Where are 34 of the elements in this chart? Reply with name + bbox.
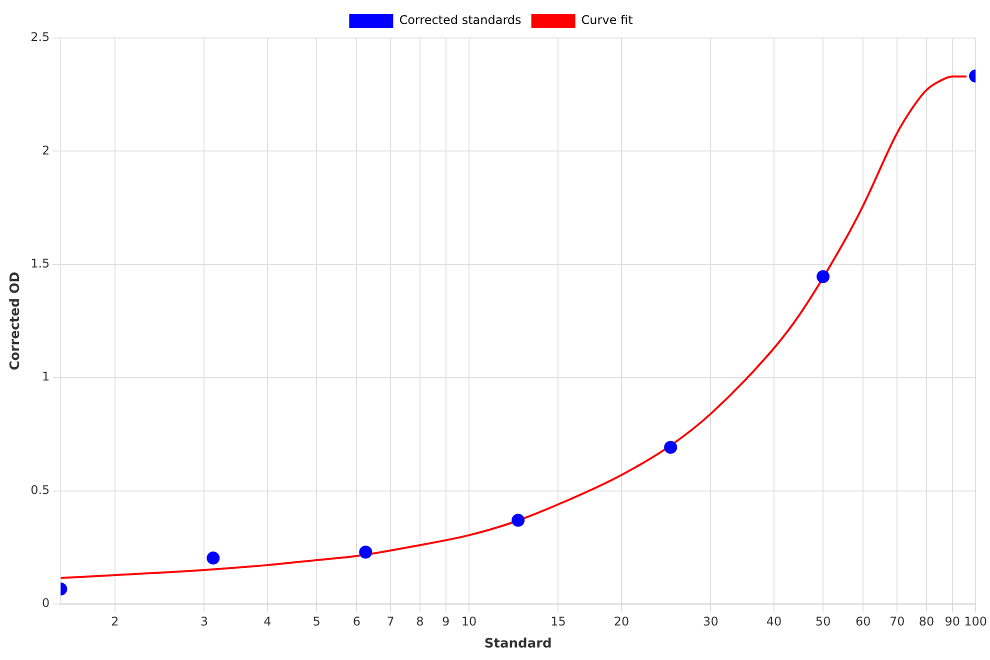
x-tick-label: 8 <box>416 614 424 628</box>
point <box>816 270 830 284</box>
x-tick-label: 80 <box>918 614 934 628</box>
x-tick-label: 6 <box>352 614 360 628</box>
x-tick-label: 2 <box>111 614 119 628</box>
x-axis-title: Standard <box>484 636 552 652</box>
y-tick-label: 0 <box>42 596 50 610</box>
x-tick-label: 4 <box>264 614 272 628</box>
point <box>664 440 678 454</box>
x-tick-label: 60 <box>856 614 871 628</box>
x-tick-label: 100 <box>964 614 987 628</box>
y-tick-label: 2 <box>42 143 50 158</box>
x-tick-label: 15 <box>550 614 566 628</box>
y-tick-label: 1.5 <box>30 256 50 271</box>
x-tick-label: 50 <box>815 614 831 628</box>
y-tick-label: 0.5 <box>30 482 50 497</box>
legend-label: Curve fit <box>581 13 634 28</box>
x-tick-label: 7 <box>386 614 394 628</box>
x-tick-label: 5 <box>312 614 320 628</box>
x-tick-label: 10 <box>461 614 477 628</box>
point <box>512 514 525 527</box>
x-tick-label: 3 <box>200 614 208 628</box>
y-tick-label: 1 <box>42 370 50 384</box>
y-axis-title: Corrected OD <box>8 272 24 370</box>
x-tick-label: 40 <box>766 614 782 628</box>
x-tick-label: 9 <box>442 614 450 628</box>
y-tick-label: 2.5 <box>30 30 50 44</box>
legend-label: Corrected standards <box>399 13 522 28</box>
point <box>359 546 372 559</box>
x-tick-label: 90 <box>944 614 960 628</box>
x-tick-label: 20 <box>614 614 630 628</box>
point <box>206 552 220 565</box>
x-tick-label: 30 <box>703 614 718 628</box>
x-tick-label: 70 <box>889 614 905 628</box>
